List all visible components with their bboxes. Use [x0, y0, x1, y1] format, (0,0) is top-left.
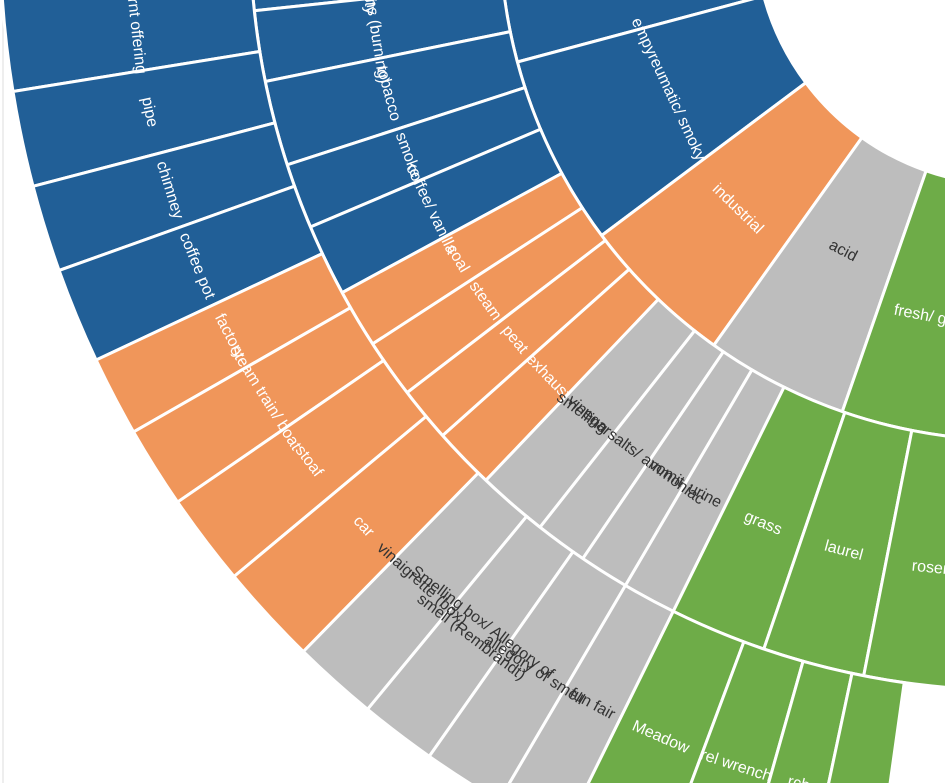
outer-label-rch: rch: [786, 773, 812, 783]
outer-segment-rch: [767, 659, 854, 783]
outer-segment-car: [231, 414, 481, 654]
middle-segment-rosemary: [861, 428, 945, 689]
outer-segment-vinaigrette-box: [301, 470, 529, 712]
outer-segment-smelling-box-allegory-of: [365, 514, 576, 759]
middle-label-rosemary: rosemary: [911, 558, 945, 582]
outer-segment-coffee-pot: [57, 184, 325, 363]
outer-segment-allegory-of-smell: [427, 549, 628, 783]
middle-label-odour-of-sanctity: odour of sanctity: [357, 0, 379, 15]
outer-segment-chimney: [31, 121, 297, 273]
outer-segment-fun-fair: [507, 583, 676, 783]
outer-segment-burnt-offering: [0, 0, 262, 94]
outer-segment-blank: [827, 671, 906, 783]
outer-segment-stoaf: [175, 358, 429, 579]
outer-segment-factory: [94, 251, 353, 434]
outer-segment-rel-wrench: [689, 639, 805, 783]
outer-segment-pipe: [11, 49, 277, 189]
outer-segment-steam-train-boat: [131, 305, 386, 505]
outer-segment-meadow: [586, 609, 746, 783]
outer-label-pipe: pipe: [138, 96, 161, 129]
